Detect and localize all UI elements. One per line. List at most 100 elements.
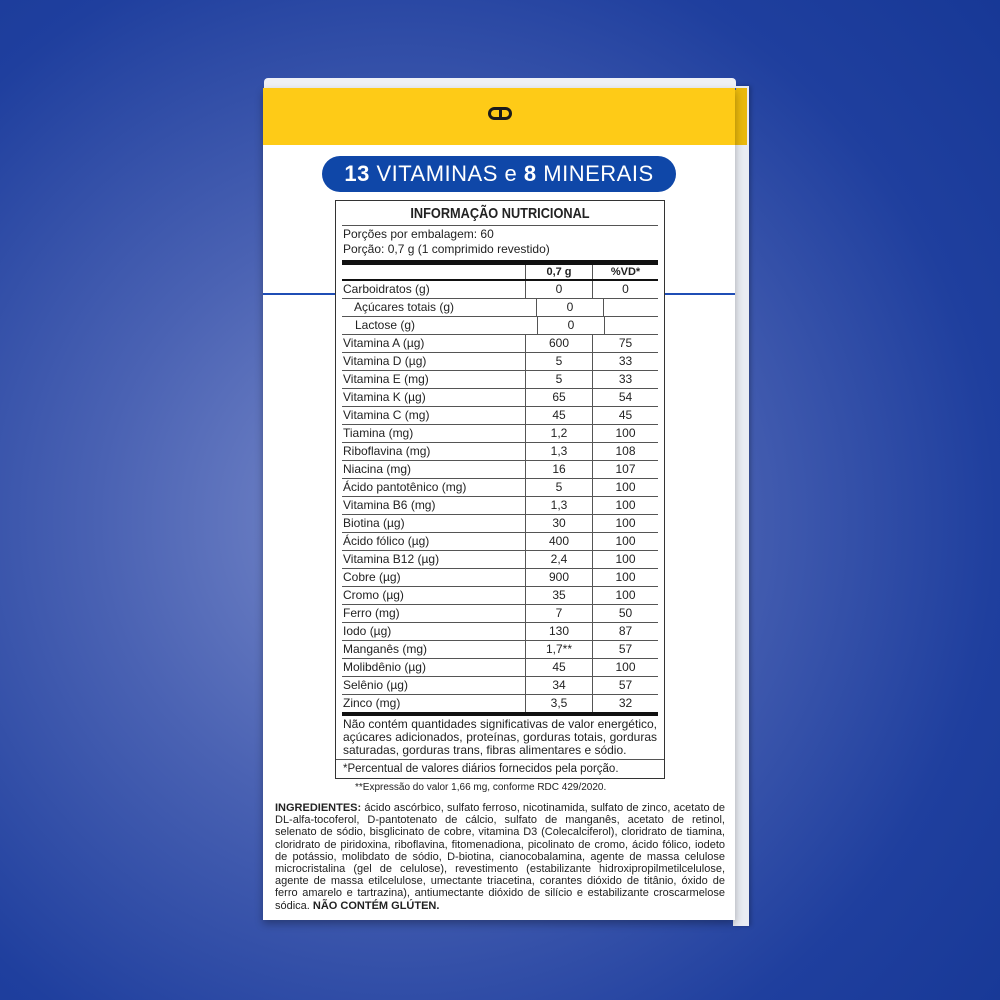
nutrient-vd: 107 — [615, 462, 636, 476]
nutrient-name: Lactose (g) — [342, 317, 538, 334]
nutrient-vd: 100 — [615, 480, 636, 494]
table-row: Riboflavina (mg) 1,3 108 — [342, 443, 658, 461]
nutrient-quantity: 1,3 — [526, 497, 593, 514]
nutrient-quantity: 0 — [538, 317, 605, 334]
nutrient-name: Riboflavina (mg) — [342, 443, 526, 460]
nutrient-name: Cobre (µg) — [342, 569, 526, 586]
label-content: INFORMAÇÃO NUTRICIONAL Porções por embal… — [263, 200, 735, 912]
nutrient-name: Vitamina E (mg) — [342, 371, 526, 388]
nutrient-name: Vitamina C (mg) — [342, 407, 526, 424]
ingredients-label: INGREDIENTES: — [275, 802, 362, 814]
nutrient-quantity: 2,4 — [526, 551, 593, 568]
nutrient-quantity: 5 — [526, 371, 593, 388]
nutrient-vd: 33 — [618, 372, 633, 386]
col-qty-header: 0,7 g — [526, 265, 593, 279]
table-row: Cobre (µg) 900 100 — [342, 569, 658, 587]
nutrient-quantity: 30 — [526, 515, 593, 532]
nutrient-quantity: 400 — [526, 533, 593, 550]
nutrient-quantity: 1,7** — [526, 641, 593, 658]
box-side — [733, 86, 749, 926]
table-row: Lactose (g) 0 — [342, 317, 658, 335]
nutrient-name: Molibdênio (µg) — [342, 659, 526, 676]
table-row: Biotina (µg) 30 100 — [342, 515, 658, 533]
table-row: Vitamina C (mg) 45 45 — [342, 407, 658, 425]
nutrient-name: Selênio (µg) — [342, 677, 526, 694]
nutrient-vd — [605, 317, 658, 334]
nutrient-vd: 57 — [618, 678, 633, 692]
portion-size: Porção: 0,7 g (1 comprimido revestido) — [343, 242, 550, 256]
table-row: Iodo (µg) 130 87 — [342, 623, 658, 641]
nutrient-name: Açúcares totais (g) — [342, 299, 537, 316]
nutrient-vd: 108 — [615, 444, 636, 458]
table-row: Vitamina E (mg) 5 33 — [342, 371, 658, 389]
nutrient-name: Vitamina K (µg) — [342, 389, 526, 406]
nutrient-quantity: 35 — [526, 587, 593, 604]
nutrient-name: Tiamina (mg) — [342, 425, 526, 442]
table-row: Ácido pantotênico (mg) 5 100 — [342, 479, 658, 497]
nutrient-quantity: 45 — [526, 659, 593, 676]
minerals-count: 8 — [523, 161, 537, 186]
nutrient-quantity: 7 — [526, 605, 593, 622]
nutrient-vd: 100 — [615, 426, 636, 440]
nutrient-name: Vitamina B12 (µg) — [342, 551, 526, 568]
table-header: 0,7 g %VD* — [342, 265, 658, 281]
nutrient-name: Biotina (µg) — [342, 515, 526, 532]
table-row: Vitamina D (µg) 5 33 — [342, 353, 658, 371]
nutrient-name: Iodo (µg) — [342, 623, 526, 640]
box-side-yellow — [733, 88, 747, 145]
table-row: Molibdênio (µg) 45 100 — [342, 659, 658, 677]
nutrient-quantity: 130 — [526, 623, 593, 640]
ingredients: INGREDIENTES: ácido ascórbico, sulfato f… — [275, 802, 725, 912]
minerals-word: MINERAIS — [543, 161, 654, 186]
nutrient-vd: 100 — [615, 498, 636, 512]
nutrient-vd: 100 — [615, 534, 636, 548]
nutrient-vd: 100 — [615, 588, 636, 602]
nutrient-vd: 57 — [618, 642, 633, 656]
capsule-icon — [488, 107, 512, 120]
table-row: Vitamina A (µg) 600 75 — [342, 335, 658, 353]
nutrient-name: Vitamina A (µg) — [342, 335, 526, 352]
nutrient-quantity: 1,3 — [526, 443, 593, 460]
table-row: Ácido fólico (µg) 400 100 — [342, 533, 658, 551]
nutrient-quantity: 900 — [526, 569, 593, 586]
table-row: Selênio (µg) 34 57 — [342, 677, 658, 695]
table-row: Tiamina (mg) 1,2 100 — [342, 425, 658, 443]
nutrient-quantity: 600 — [526, 335, 593, 352]
nutrient-quantity: 0 — [526, 281, 593, 298]
nutrient-vd — [604, 299, 658, 316]
vitamins-count: 13 — [344, 161, 370, 186]
table-row: Cromo (µg) 35 100 — [342, 587, 658, 605]
nutrient-vd: 54 — [618, 390, 633, 404]
nutrient-name: Vitamina B6 (mg) — [342, 497, 526, 514]
nutrient-name: Ferro (mg) — [342, 605, 526, 622]
table-row: Ferro (mg) 7 50 — [342, 605, 658, 623]
nutrient-quantity: 5 — [526, 479, 593, 496]
yellow-band — [263, 88, 735, 145]
nutrient-quantity: 65 — [526, 389, 593, 406]
table-row: Vitamina B6 (mg) 1,3 100 — [342, 497, 658, 515]
nutrient-name: Cromo (µg) — [342, 587, 526, 604]
nutrient-name: Manganês (mg) — [342, 641, 526, 658]
nutrient-vd: 45 — [618, 408, 633, 422]
nutrient-name: Ácido pantotênico (mg) — [342, 479, 526, 496]
vitamins-word: VITAMINAS — [376, 161, 498, 186]
not-significant-note: Não contém quantidades significativas de… — [336, 716, 664, 760]
table-row: Zinco (mg) 3,5 32 — [342, 695, 658, 716]
nutrient-vd: 50 — [618, 606, 633, 620]
nutrient-vd: 33 — [618, 354, 633, 368]
nutrient-name: Ácido fólico (µg) — [342, 533, 526, 550]
nutrient-vd: 87 — [618, 624, 633, 638]
nutrient-quantity: 1,2 — [526, 425, 593, 442]
nutrient-name: Vitamina D (µg) — [342, 353, 526, 370]
gluten-warning: NÃO CONTÉM GLÚTEN. — [312, 899, 440, 912]
nutrient-quantity: 3,5 — [526, 695, 593, 712]
table-row: Açúcares totais (g) 0 — [342, 299, 658, 317]
nutrient-vd: 100 — [615, 552, 636, 566]
nutrient-quantity: 34 — [526, 677, 593, 694]
nutrient-name: Carboidratos (g) — [342, 281, 526, 298]
nutrient-quantity: 5 — [526, 353, 593, 370]
servings-per-package: Porções por embalagem: 60 — [343, 227, 494, 241]
nutrient-vd: 75 — [618, 336, 633, 350]
manganese-footnote: **Expressão do valor 1,66 mg, conforme R… — [355, 782, 607, 793]
nutrition-table: INFORMAÇÃO NUTRICIONAL Porções por embal… — [335, 200, 665, 779]
